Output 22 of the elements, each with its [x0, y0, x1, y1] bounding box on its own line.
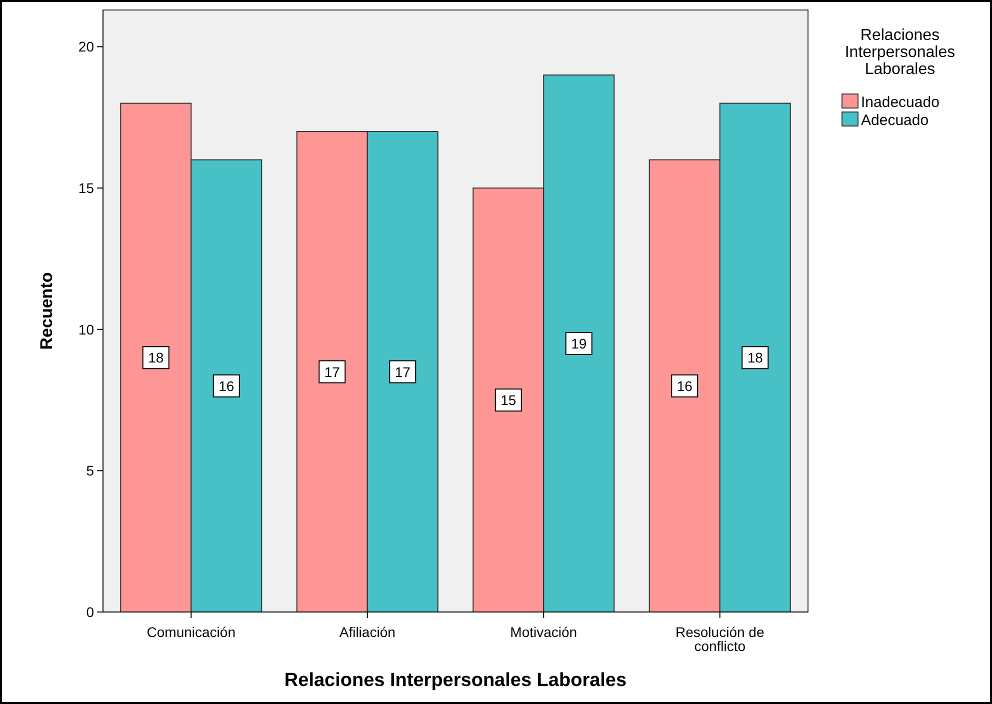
legend-label: Adecuado	[861, 112, 929, 129]
y-axis-title: Recuento	[37, 272, 56, 350]
data-label: 18	[148, 350, 164, 366]
x-tick-label: Resolución de conflicto	[676, 624, 764, 654]
data-label: 16	[218, 378, 234, 394]
x-tick-label: Motivación	[510, 624, 578, 640]
data-label: 15	[500, 392, 516, 408]
y-tick-label: 20	[78, 38, 94, 55]
y-tick-label: 15	[78, 180, 94, 196]
x-tick-label: Comunicación	[146, 624, 236, 640]
data-label: 18	[747, 350, 764, 366]
legend-label: Inadecuado	[861, 94, 940, 111]
x-tick-label: Afiliación	[339, 624, 396, 640]
y-tick-label: 0	[86, 604, 94, 620]
y-tick-label: 5	[86, 462, 94, 479]
x-axis-title: Relaciones Interpersonales Laborales	[284, 670, 627, 691]
data-label: 17	[394, 364, 411, 380]
data-label: 16	[676, 378, 693, 394]
y-tick-label: 10	[78, 321, 94, 338]
data-label: 17	[324, 364, 340, 380]
data-label: 19	[571, 336, 587, 352]
legend-title: Relaciones Interpersonales Laborales	[844, 27, 956, 78]
